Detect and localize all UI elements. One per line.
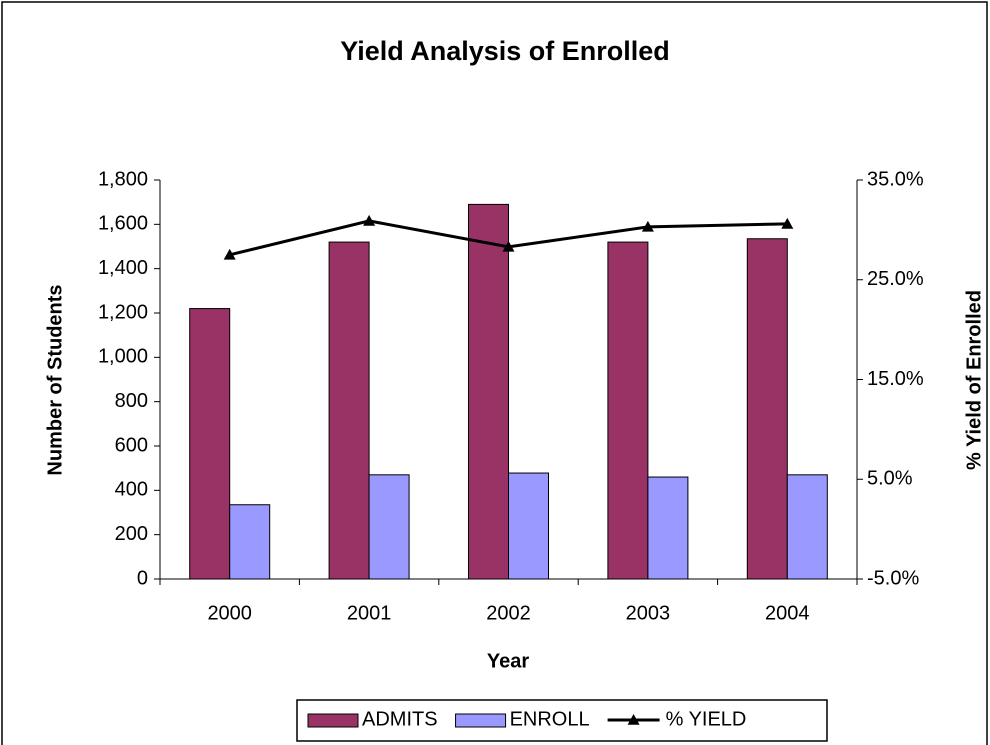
bar <box>229 504 271 580</box>
bar <box>786 474 828 580</box>
legend-label: % YIELD <box>666 708 747 730</box>
legend <box>296 699 828 742</box>
bar <box>368 474 410 580</box>
chart-title: Yield Analysis of Enrolled <box>340 36 670 66</box>
x-tick-label: 2000 <box>207 602 252 624</box>
bar <box>189 308 231 580</box>
bar <box>647 476 689 580</box>
x-axis-title: Year <box>487 650 529 672</box>
y2-tick-label: 25.0% <box>867 268 924 290</box>
y-tick-label: 1,000 <box>98 346 148 368</box>
line-marker <box>781 217 794 229</box>
legend-swatch <box>455 713 507 728</box>
y-tick-label: 1,200 <box>98 301 148 323</box>
line-marker <box>223 248 236 260</box>
y-tick-label: 1,800 <box>98 168 148 190</box>
x-tick-label: 2004 <box>765 602 810 624</box>
bar <box>508 472 549 580</box>
y-axis-title: Number of Students <box>44 284 66 475</box>
legend-swatch <box>307 713 359 728</box>
line-marker <box>363 214 376 226</box>
y-tick-label: 200 <box>115 523 148 545</box>
legend-label: ADMITS <box>362 708 438 730</box>
line-marker <box>502 240 515 252</box>
x-tick-label: 2003 <box>626 602 671 624</box>
y2-tick-label: 5.0% <box>867 468 913 490</box>
x-tick-label: 2002 <box>486 602 531 624</box>
y2-tick-label: -5.0% <box>867 567 919 589</box>
y-tick-label: 1,400 <box>98 257 148 279</box>
y2-tick-label: 35.0% <box>867 168 924 190</box>
legend-marker <box>627 714 640 725</box>
bar <box>328 241 370 580</box>
x-tick-label: 2001 <box>347 602 392 624</box>
line-marker <box>641 220 654 232</box>
bar <box>607 241 649 580</box>
bar <box>468 203 509 580</box>
bar <box>746 238 788 580</box>
legend-label: ENROLL <box>510 708 590 730</box>
y-tick-label: 0 <box>137 567 148 589</box>
y2-tick-label: 15.0% <box>867 368 924 390</box>
y-tick-label: 600 <box>115 434 148 456</box>
y2-axis-title: % Yield of Enrolled <box>963 290 985 470</box>
y-tick-label: 1,600 <box>98 213 148 235</box>
y-tick-label: 400 <box>115 479 148 501</box>
y-tick-label: 800 <box>115 390 148 412</box>
